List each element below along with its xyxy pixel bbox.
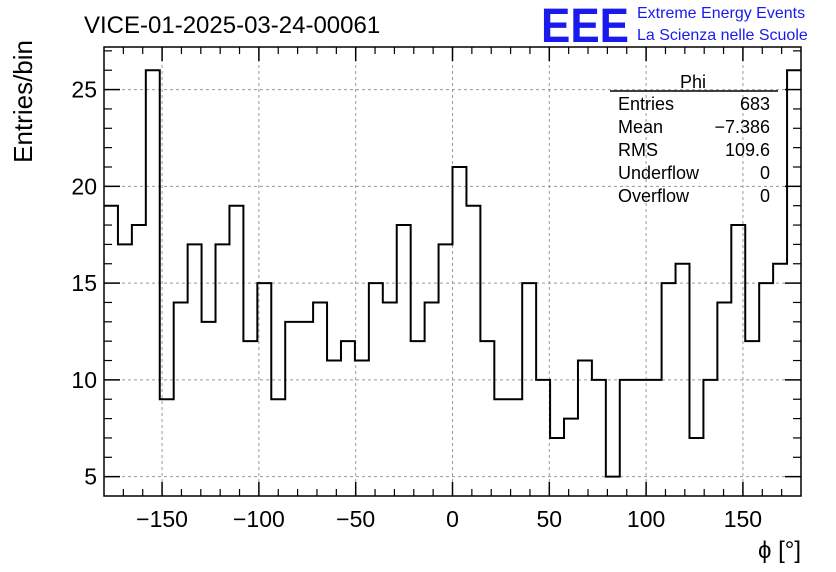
stats-label: Underflow [618,163,700,183]
y-axis-label: Entries/bin [8,40,38,163]
histogram-bin [453,167,467,496]
stats-box: Phi Entries 683 Mean −7.386 RMS 109.6 Underflo… [610,72,778,206]
stats-label: Overflow [618,186,690,206]
eee-logo-mark: EEE [541,0,629,53]
stats-label: Mean [618,117,663,137]
histogram-bin [257,283,271,496]
x-axis-label: ϕ [°] [758,537,801,564]
y-tick-label: 5 [84,464,97,490]
stats-rows: Entries 683 Mean −7.386 RMS 109.6 Underflow 0 Ov… [618,94,770,206]
histogram-bin [397,225,411,496]
histogram-bin [508,399,522,496]
histogram-bin [634,380,648,496]
histogram-bin [494,399,508,496]
histogram-bin [188,244,202,496]
x-tick-label: 0 [446,506,459,532]
x-tick-label: 150 [724,506,762,532]
stats-value: 109.6 [725,140,770,160]
histogram-bin [299,322,313,496]
histogram-bin [425,302,439,496]
stats-title: Phi [680,72,706,92]
histogram-bin [383,302,397,496]
histogram-bin [271,399,285,496]
histogram-bin [216,244,230,496]
histogram-bin [243,341,257,496]
x-tick-label: 100 [627,506,665,532]
logo-line-2: La Scienza nelle Scuole [637,27,808,44]
y-tick-labels: 5 10 15 20 25 [71,77,97,490]
histogram-bin [717,302,731,496]
histogram-bin [522,283,536,496]
histogram-bin [662,283,676,496]
chart-title: VICE-01-2025-03-24-00061 [84,12,380,39]
histogram-bin [285,322,299,496]
histogram-bin [592,380,606,496]
y-tick-label: 15 [71,270,97,296]
histogram-bin [369,283,383,496]
stats-value: −7.386 [714,117,770,137]
axis-ticks [104,47,801,496]
x-tick-labels: −150 −100 −50 0 50 100 150 [136,506,762,532]
x-tick-label: 50 [537,506,563,532]
y-tick-label: 20 [71,173,97,199]
stats-value: 0 [760,163,770,183]
histogram-bin [620,380,634,496]
histogram-bin [229,206,243,496]
stats-label: RMS [618,140,658,160]
histogram-bin [118,244,132,496]
histogram-bin [564,419,578,496]
histogram-bin [104,206,118,496]
stats-label: Entries [618,94,674,114]
y-tick-label: 10 [71,367,97,393]
histogram-bin [355,361,369,496]
grid-lines [104,47,801,496]
stats-value: 683 [740,94,770,114]
histogram-bin [174,302,188,496]
histogram-bin [745,341,759,496]
logo-line-1: Extreme Energy Events [637,5,805,22]
histogram-bin [578,361,592,496]
x-tick-label: −150 [136,506,188,532]
x-tick-label: −100 [233,506,285,532]
histogram-bin [703,380,717,496]
histogram-outline [104,69,801,478]
histogram-bin [439,244,453,496]
histogram-bin [536,380,550,496]
plot-frame [103,46,802,497]
x-tick-label: −50 [336,506,375,532]
histogram-bin [480,341,494,496]
histogram-bin [132,225,146,496]
stats-value: 0 [760,186,770,206]
histogram-bin [411,341,425,496]
histogram-bin [313,302,327,496]
histogram-bin [648,380,662,496]
histogram-bin [759,283,773,496]
histogram-bin [341,341,355,496]
histogram-bin [327,361,341,496]
histogram-bin [466,206,480,496]
y-tick-label: 25 [71,77,97,103]
histogram-bin [550,438,564,496]
eee-logo: EEE Extreme Energy Events La Scienza nel… [541,0,808,53]
histogram-bin [202,322,216,496]
histogram-bin [689,438,703,496]
